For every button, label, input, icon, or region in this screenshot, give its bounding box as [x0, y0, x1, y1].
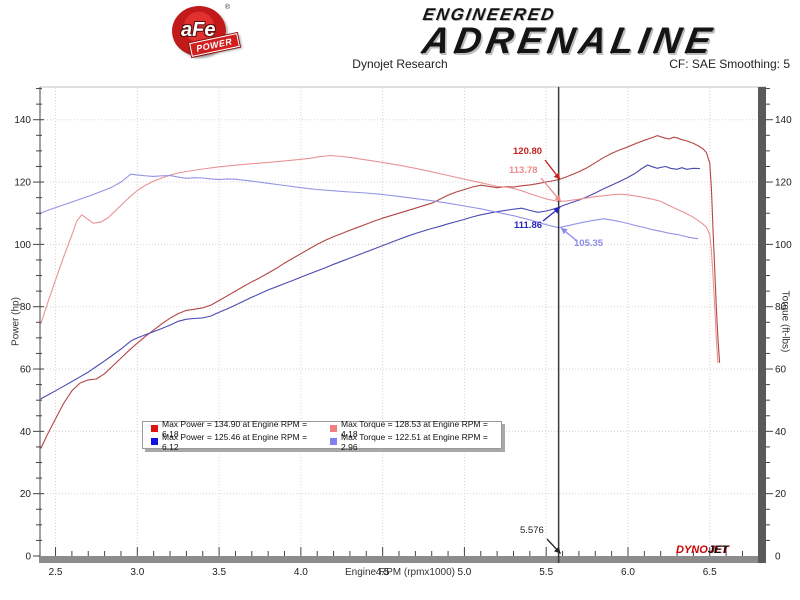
x-tick-label: 4.0: [294, 567, 308, 578]
legend: Max Power = 134.90 at Engine RPM = 6.18 …: [142, 419, 502, 452]
cursor-rpm-label: 5.576: [520, 525, 544, 536]
left-axis-label: Power (hp): [10, 297, 22, 346]
left-tick-label: 0: [25, 552, 31, 563]
stock-max-power-curve: [40, 164, 700, 400]
smoothing-label: CF: SAE Smoothing: 5: [669, 57, 790, 71]
afe-torque-swatch: [330, 425, 337, 432]
legend-item-stock-power: Max Power = 125.46 at Engine RPM = 6.12: [151, 432, 322, 452]
x-tick-label: 4.5: [376, 567, 390, 578]
legend-label: Max Torque = 122.51 at Engine RPM = 2.96: [341, 431, 488, 452]
left-tick-label: 140: [14, 115, 31, 126]
right-tick-label: 40: [775, 427, 787, 438]
x-tick-label: 5.5: [539, 567, 553, 578]
callout-afe-torque-value: 113.78: [509, 165, 538, 176]
right-axis-bar: [758, 87, 766, 563]
legend-label: Max Power = 125.46 at Engine RPM = 6.12: [162, 431, 308, 452]
stock-torque-swatch: [330, 438, 337, 445]
left-tick-label: 100: [14, 240, 31, 251]
callout-arrowhead: [554, 194, 561, 202]
afe-badge-text: aFe: [181, 19, 216, 41]
callout-stock-torque-value: 105.35: [574, 238, 604, 249]
right-tick-label: 0: [775, 552, 781, 563]
right-tick-label: 120: [775, 178, 792, 189]
x-tick-label: 3.5: [212, 567, 226, 578]
legend-item-afe-power: Max Power = 134.90 at Engine RPM = 6.18: [151, 419, 322, 439]
chart-title: Dynojet Research: [352, 57, 448, 71]
afe-power-swatch: [151, 425, 158, 432]
right-tick-label: 80: [775, 302, 787, 313]
x-tick-label: 6.0: [621, 567, 635, 578]
registered-mark: ®: [224, 4, 230, 11]
legend-label: Max Power = 134.90 at Engine RPM = 6.18: [162, 418, 308, 439]
bottom-axis-bar: [39, 556, 766, 563]
right-tick-label: 140: [775, 115, 792, 126]
left-tick-label: 40: [20, 427, 32, 438]
callout-arrowhead: [553, 207, 561, 214]
legend-label: Max Torque = 128.53 at Engine RPM = 4.18: [341, 418, 488, 439]
afe-power-badge: aFe ® POWER: [172, 4, 240, 57]
right-tick-label: 60: [775, 365, 787, 376]
left-tick-label: 60: [20, 365, 32, 376]
legend-item-stock-torque: Max Torque = 122.51 at Engine RPM = 2.96: [330, 432, 501, 452]
x-tick-label: 5.0: [457, 567, 471, 578]
afe-max-torque-curve: [40, 154, 719, 363]
x-tick-label: 2.5: [49, 567, 63, 578]
callout-arrowhead: [554, 546, 561, 554]
right-tick-label: 100: [775, 240, 792, 251]
right-axis-label: Torque (ft-lbs): [779, 290, 791, 353]
right-tick-label: 20: [775, 489, 787, 500]
x-tick-label: 3.0: [130, 567, 144, 578]
callout-stock-power-value: 111.86: [514, 220, 543, 231]
left-tick-label: 20: [20, 489, 32, 500]
dynojet-logo: DYNOJET: [676, 544, 728, 556]
left-tick-label: 120: [14, 178, 31, 189]
callout-arrowhead: [560, 227, 568, 235]
dynojet-logo-dyno: DYNO: [676, 544, 708, 556]
dynojet-logo-jet: JET: [707, 544, 728, 556]
stock-power-swatch: [151, 438, 158, 445]
callout-arrowhead: [553, 172, 561, 180]
left-tick-label: 80: [20, 302, 32, 313]
afe-max-power-curve: [40, 135, 721, 449]
stock-max-torque-curve: [40, 173, 699, 240]
x-axis-label: Engine RPM (rpmx1000): [344, 567, 456, 578]
legend-item-afe-torque: Max Torque = 128.53 at Engine RPM = 4.18: [330, 419, 501, 439]
x-tick-label: 6.5: [703, 567, 717, 578]
callout-afe-power-value: 120.80: [513, 146, 543, 157]
